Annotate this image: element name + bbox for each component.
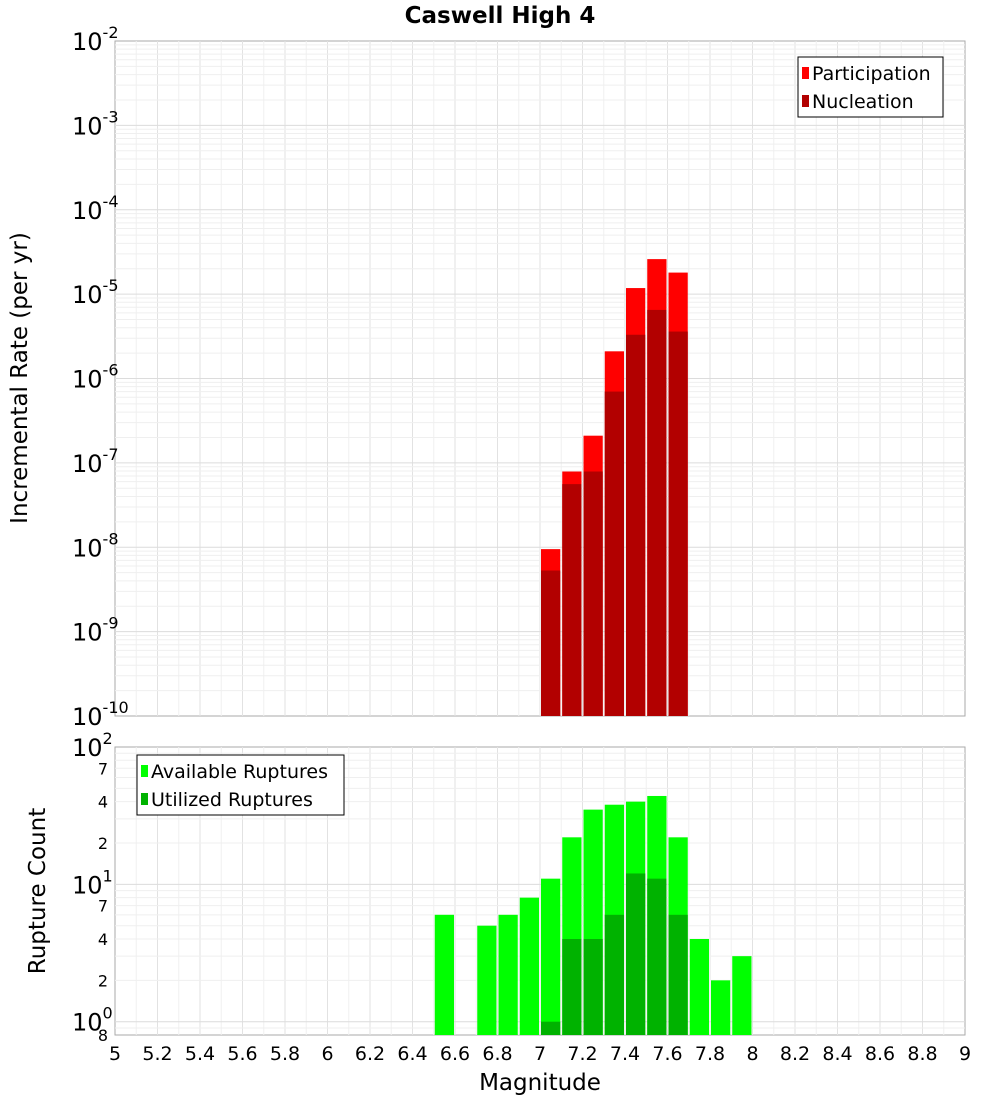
chart-title: Caswell High 4	[405, 3, 596, 29]
count-legend-swatch	[141, 765, 148, 777]
count-y-tick-label: 101	[72, 866, 113, 899]
count-bar-available-ruptures	[711, 980, 731, 1035]
rate-bar-nucleation	[626, 334, 646, 716]
rate-bar-nucleation	[604, 391, 624, 716]
count-panel: 100 101 102 8 2 4 7 2 4 7 Rupture Count Available…	[25, 729, 966, 1045]
rate-bar-nucleation	[541, 570, 561, 716]
count-bar-utilized-ruptures	[541, 1021, 561, 1035]
x-tick-label: 8.2	[780, 1043, 810, 1065]
count-y-minor-label: 7	[98, 897, 108, 916]
x-axis-label: Magnitude	[479, 1070, 601, 1096]
rate-legend-box	[797, 56, 944, 118]
rate-legend-label: Participation	[812, 63, 931, 85]
count-y-minor-label: 7	[98, 759, 108, 778]
count-bar-available-ruptures	[689, 939, 709, 1035]
rate-panel: 10-10 10-9 10-8 10-7 10-6 10-5 10-4 10-3 10-2 In…	[7, 23, 966, 731]
x-tick-label: 6	[321, 1043, 333, 1065]
rate-y-axis-label: Incremental Rate (per yr)	[7, 232, 33, 524]
x-tick-label: 6.8	[482, 1043, 512, 1065]
count-y-ticks: 100 101 102 8 2 4 7 2 4 7	[72, 729, 113, 1045]
count-y-axis-label: Rupture Count	[25, 808, 51, 974]
x-tick-label: 5.6	[227, 1043, 257, 1065]
rate-legend-label: Nucleation	[812, 91, 914, 113]
x-tick-label: 6.4	[397, 1043, 427, 1065]
x-tick-label: 5	[109, 1043, 121, 1065]
rate-legend: Participation Nucleation	[797, 56, 944, 118]
x-tick-labels: 5 5.2 5.4 5.6 5.8 6 6.2 6.4 6.6 6.8 7 7.2 7.4 7.6 7.8 8…	[109, 1043, 971, 1065]
count-legend: Available Ruptures Utilized Ruptures	[136, 754, 345, 816]
count-y-tick-label: 102	[72, 729, 113, 762]
x-tick-label: 7.2	[567, 1043, 597, 1065]
rate-y-tick-label: 10-10	[72, 698, 129, 731]
rate-y-tick-label: 10-3	[72, 107, 119, 140]
rate-y-tick-label: 10-7	[72, 445, 119, 478]
rate-bar-nucleation	[647, 309, 667, 716]
count-bar-utilized-ruptures	[604, 914, 624, 1035]
x-tick-label: 8.8	[907, 1043, 937, 1065]
rate-legend-swatch	[802, 67, 809, 79]
x-tick-label: 5.8	[270, 1043, 300, 1065]
count-bars	[434, 795, 752, 1035]
count-legend-label: Utilized Ruptures	[151, 789, 313, 811]
count-bar-available-ruptures	[434, 914, 454, 1035]
rate-y-ticks: 10-10 10-9 10-8 10-7 10-6 10-5 10-4 10-3 10-2	[72, 23, 129, 731]
count-bar-available-ruptures	[498, 914, 518, 1035]
count-legend-box	[136, 754, 345, 816]
x-tick-label: 5.4	[185, 1043, 215, 1065]
count-bar-utilized-ruptures	[626, 873, 646, 1035]
rate-bar-nucleation	[668, 331, 688, 716]
rate-y-tick-label: 10-8	[72, 529, 119, 562]
rate-legend-swatch	[802, 95, 809, 107]
rate-gridlines	[115, 41, 965, 716]
rate-y-tick-label: 10-4	[72, 192, 119, 225]
x-tick-label: 8.6	[865, 1043, 895, 1065]
rate-y-tick-label: 10-2	[72, 23, 119, 56]
count-bar-available-ruptures	[477, 925, 497, 1035]
x-tick-label: 6.6	[440, 1043, 470, 1065]
count-legend-label: Available Ruptures	[151, 761, 328, 783]
x-tick-label: 7.8	[695, 1043, 725, 1065]
count-y-minor-label: 4	[98, 793, 108, 812]
x-tick-label: 6.2	[355, 1043, 385, 1065]
rate-bars	[541, 259, 688, 716]
count-y-minor-label: 4	[98, 930, 108, 949]
x-tick-label: 9	[959, 1043, 971, 1065]
count-y-minor-label: 8	[98, 1026, 108, 1045]
count-bar-utilized-ruptures	[562, 939, 582, 1035]
rate-bar-nucleation	[562, 484, 582, 716]
x-tick-label: 7.4	[610, 1043, 640, 1065]
x-tick-label: 7.6	[652, 1043, 682, 1065]
count-bar-available-ruptures	[732, 956, 752, 1035]
count-legend-swatch	[141, 793, 148, 805]
rate-y-tick-label: 10-5	[72, 276, 119, 309]
count-y-tick-label: 100	[72, 1004, 113, 1037]
x-tick-label: 7	[534, 1043, 546, 1065]
rate-y-tick-label: 10-6	[72, 361, 119, 394]
count-bar-utilized-ruptures	[583, 939, 603, 1035]
count-bar-available-ruptures	[519, 897, 539, 1035]
count-bar-utilized-ruptures	[668, 914, 688, 1035]
x-tick-label: 8.4	[822, 1043, 852, 1065]
x-tick-label: 8	[746, 1043, 758, 1065]
count-bar-utilized-ruptures	[647, 878, 667, 1035]
rate-y-tick-label: 10-9	[72, 614, 119, 647]
count-y-minor-label: 2	[98, 834, 108, 853]
count-y-minor-label: 2	[98, 971, 108, 990]
rate-bar-nucleation	[583, 471, 603, 716]
count-bar-available-ruptures	[541, 878, 561, 1035]
x-tick-label: 5.2	[142, 1043, 172, 1065]
